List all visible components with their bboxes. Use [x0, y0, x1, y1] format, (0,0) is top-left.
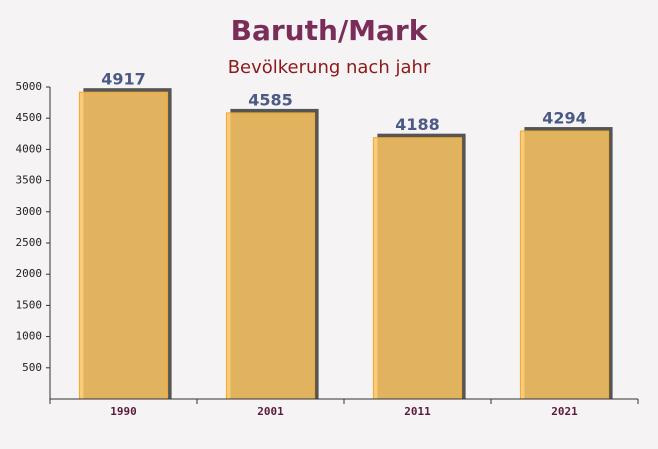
value-label: 4294: [542, 109, 587, 128]
bar: [78, 91, 169, 400]
y-tick-label: 3000: [16, 205, 43, 218]
value-label: 4917: [101, 70, 146, 89]
y-tick-label: 1000: [16, 330, 43, 343]
value-label: 4585: [248, 90, 293, 109]
y-tick-label: 4000: [16, 142, 43, 155]
y-tick-label: 3500: [16, 174, 43, 187]
x-tick-label: 2001: [257, 405, 284, 418]
y-tick-label: 4500: [16, 111, 43, 124]
x-tick-label: 2021: [551, 405, 578, 418]
value-label: 4188: [395, 115, 440, 134]
x-tick-label: 1990: [110, 405, 137, 418]
x-tick-label: 2011: [404, 405, 431, 418]
bar: [372, 137, 463, 400]
bar: [225, 112, 316, 400]
chart-subtitle: Bevölkerung nach jahr: [228, 57, 431, 78]
chart-title: Baruth/Mark: [231, 14, 429, 47]
y-tick-label: 500: [22, 361, 42, 374]
y-tick-label: 1500: [16, 298, 43, 311]
y-tick-label: 5000: [16, 80, 43, 93]
bar: [519, 130, 610, 400]
y-tick-label: 2000: [16, 267, 43, 280]
y-tick-label: 2500: [16, 236, 43, 249]
